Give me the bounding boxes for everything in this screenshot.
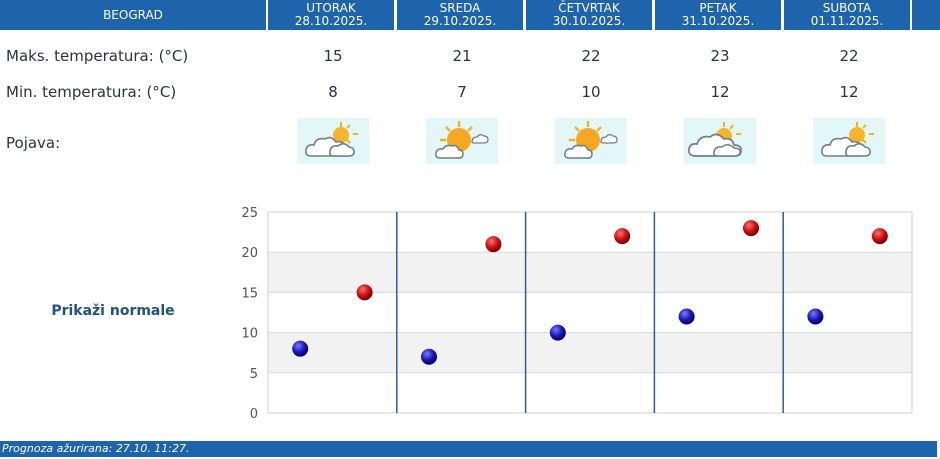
phenomenon-label: Pojava: [6, 134, 61, 152]
max-temp-day5: 22 [839, 47, 859, 65]
day-dividers [396, 212, 784, 413]
y-tick-label: 20 [241, 246, 258, 261]
y-tick-label: 10 [241, 327, 258, 342]
grid-bands [268, 212, 912, 413]
partly-cloudy-icon [813, 118, 885, 164]
plot-border [267, 211, 913, 414]
updated-footer: Prognoza ažurirana: 27.10. 11:27. [0, 441, 937, 457]
min-temp-dot [549, 324, 566, 341]
sunny-with-cloud-icon [555, 118, 627, 164]
grid-band [268, 292, 912, 333]
max-temp-day3: 22 [581, 47, 601, 65]
day-header-1: UTORAK 28.10.2025. [268, 0, 394, 30]
grid-band [268, 332, 912, 373]
day-date: 28.10.2025. [294, 14, 368, 28]
day-name: SREDA [439, 1, 481, 15]
day-date: 30.10.2025. [552, 14, 626, 28]
y-axis-ticks: 0 5 10 15 20 25 [241, 206, 258, 422]
day-name: SUBOTA [822, 1, 872, 15]
show-normals-link[interactable]: Prikaži normale [51, 303, 175, 319]
min-temp-label: Min. temperatura: (°C) [6, 83, 177, 101]
max-temp-day2: 21 [452, 47, 472, 65]
max-temp-dot [614, 228, 631, 245]
min-temp-day4: 12 [710, 83, 730, 101]
y-tick-label: 15 [241, 286, 258, 301]
day-header-3: ČETVRTAK 30.10.2025. [526, 0, 652, 30]
day-name: ČETVRTAK [558, 1, 620, 15]
header-end-cell [912, 0, 940, 30]
max-temp-day4: 23 [710, 47, 730, 65]
y-tick-label: 5 [250, 367, 258, 382]
day-date: 01.11.2025. [810, 14, 884, 28]
grid-band [268, 212, 912, 253]
max-temp-day1: 15 [323, 47, 343, 65]
day-header-4: PETAK 31.10.2025. [655, 0, 781, 30]
max-temp-dot [871, 228, 888, 245]
partly-cloudy-icon [297, 118, 369, 164]
day-name: UTORAK [306, 1, 356, 15]
min-temp-day2: 7 [457, 83, 467, 101]
day-header-2: SREDA 29.10.2025. [397, 0, 523, 30]
max-temp-dot [743, 220, 759, 237]
day-date: 29.10.2025. [423, 14, 497, 28]
forecast-header: BEOGRAD UTORAK 28.10.2025. SREDA 29.10.2… [0, 0, 940, 30]
min-temp-day3: 10 [581, 83, 601, 101]
grid-band [268, 252, 912, 293]
city-name: BEOGRAD [0, 0, 266, 30]
cloudy-with-sun-icon [684, 118, 756, 164]
min-temp-day5: 12 [839, 83, 859, 101]
y-tick-label: 25 [241, 206, 258, 221]
day-header-5: SUBOTA 01.11.2025. [784, 0, 910, 30]
max-temp-label: Maks. temperatura: (°C) [6, 47, 189, 65]
y-tick-label: 0 [250, 407, 258, 422]
min-temp-dot [292, 340, 309, 357]
temperature-chart: 0 5 10 15 20 25 [241, 206, 913, 422]
min-temp-day1: 8 [328, 83, 338, 101]
min-temp-dot [807, 308, 824, 325]
min-temp-dot [678, 308, 695, 325]
grid-lines [267, 211, 913, 414]
day-name: PETAK [699, 1, 737, 15]
sunny-with-cloud-icon [426, 118, 498, 164]
min-temp-dot [421, 348, 437, 365]
grid-band [268, 372, 912, 413]
max-temp-dot [356, 284, 373, 301]
day-date: 31.10.2025. [681, 14, 755, 28]
temperature-dots [292, 220, 888, 365]
max-temp-dot [485, 236, 502, 253]
